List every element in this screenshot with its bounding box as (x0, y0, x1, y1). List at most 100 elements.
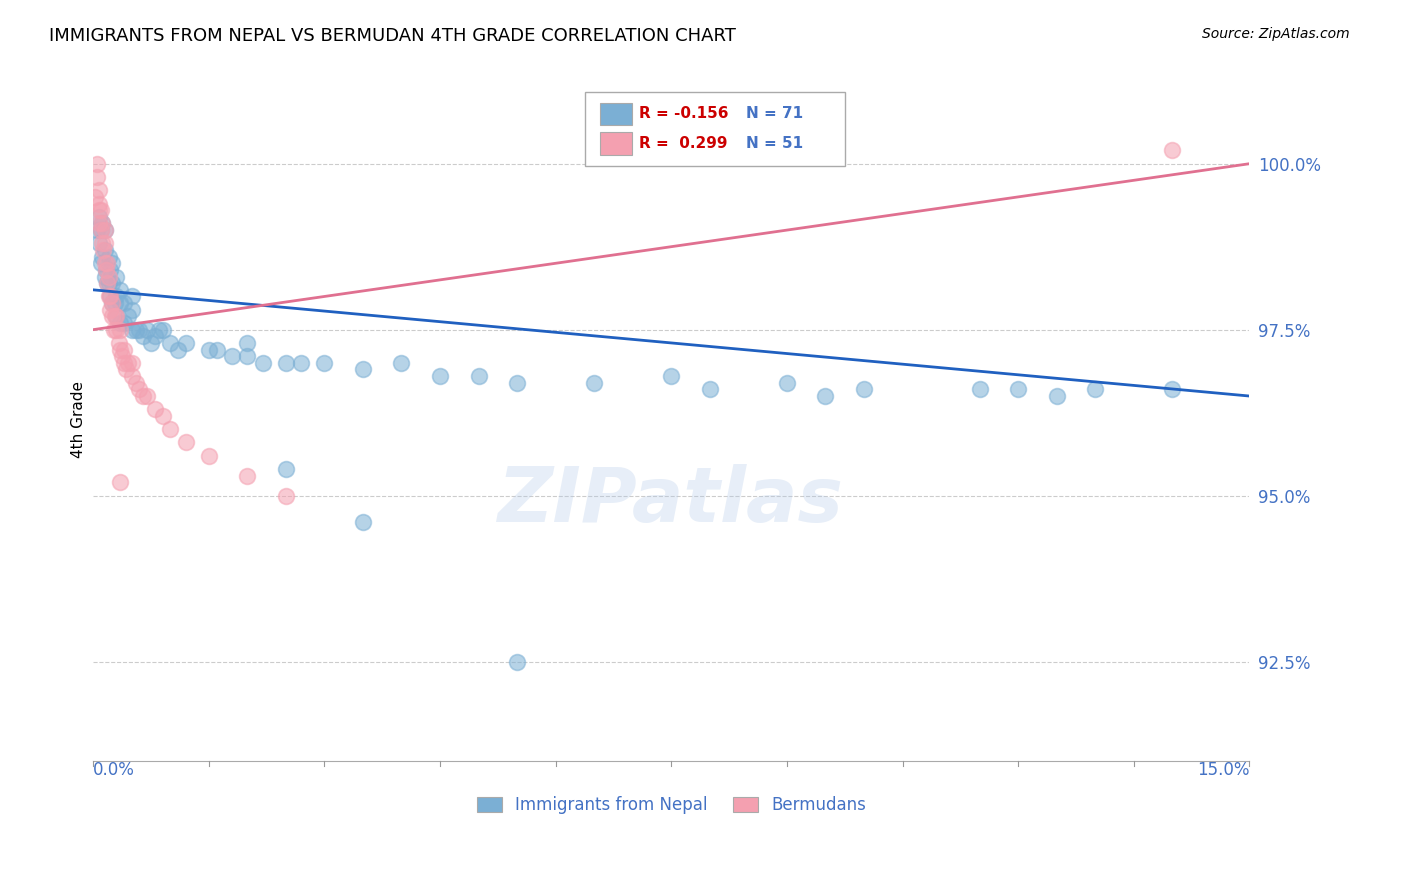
Point (105, 289, 128, 303)
Point (776, 376, 799, 390)
Point (1161, 383, 1184, 397)
Point (236, 468, 259, 483)
Text: 15.0%: 15.0% (1197, 761, 1250, 779)
FancyBboxPatch shape (585, 93, 845, 166)
Point (132, 329, 155, 343)
Point (87, 183, 110, 197)
Point (97, 250, 120, 264)
Point (98, 263, 121, 277)
Point (91, 217, 114, 231)
Point (252, 356, 274, 370)
Point (105, 269, 128, 284)
Point (93, 243, 115, 257)
Point (111, 349, 134, 363)
Point (152, 409, 174, 423)
Point (1161, 144, 1184, 158)
Point (143, 329, 166, 343)
Point (112, 356, 135, 370)
Point (167, 343, 190, 357)
Point (659, 369, 682, 384)
Point (91, 250, 114, 264)
Point (108, 283, 131, 297)
Point (96, 276, 118, 290)
Point (852, 383, 875, 397)
Point (352, 362, 374, 376)
Point (91, 236, 114, 251)
Point (314, 356, 336, 370)
Point (198, 343, 221, 357)
Point (93, 223, 115, 237)
Point (236, 335, 259, 350)
Point (105, 310, 128, 324)
Point (112, 343, 135, 357)
Point (159, 422, 181, 436)
Point (391, 356, 413, 370)
Point (89, 217, 111, 231)
Point (86, 223, 108, 237)
Point (1046, 389, 1069, 403)
Point (236, 349, 259, 363)
Point (117, 356, 139, 370)
Point (101, 256, 124, 270)
Point (86, 157, 108, 171)
Point (174, 435, 197, 450)
Point (205, 343, 228, 357)
Point (97, 276, 120, 290)
Point (290, 356, 312, 370)
FancyBboxPatch shape (599, 103, 631, 125)
Point (814, 389, 837, 403)
Point (124, 323, 146, 337)
Point (104, 310, 127, 324)
Point (89, 236, 111, 251)
Point (91, 217, 114, 231)
Point (136, 389, 159, 403)
Point (96, 263, 118, 277)
Point (112, 316, 135, 330)
Point (101, 276, 124, 290)
Point (221, 349, 243, 363)
Point (274, 489, 297, 503)
Point (132, 389, 155, 403)
Point (108, 296, 131, 310)
Point (124, 376, 146, 390)
Point (84, 190, 107, 204)
Point (1084, 383, 1107, 397)
Y-axis label: 4th Grade: 4th Grade (72, 381, 86, 458)
Point (98, 289, 121, 303)
Point (97, 289, 120, 303)
Point (87, 203, 110, 218)
Text: N = 51: N = 51 (747, 136, 804, 152)
Point (96, 263, 118, 277)
Point (159, 335, 181, 350)
Point (198, 449, 221, 463)
Point (121, 356, 143, 370)
Point (105, 323, 128, 337)
Point (108, 323, 131, 337)
Point (98, 302, 121, 317)
Point (93, 256, 115, 270)
Point (105, 310, 128, 324)
Point (101, 296, 124, 310)
Point (93, 269, 115, 284)
Point (93, 236, 115, 251)
Point (91, 243, 114, 257)
Point (139, 335, 162, 350)
Point (352, 515, 374, 529)
Point (583, 376, 606, 390)
Text: Source: ZipAtlas.com: Source: ZipAtlas.com (1202, 27, 1350, 41)
Point (136, 323, 159, 337)
Point (86, 169, 108, 184)
Point (467, 369, 489, 384)
Point (107, 335, 129, 350)
Point (90, 256, 112, 270)
Point (96, 256, 118, 270)
Point (152, 323, 174, 337)
FancyBboxPatch shape (599, 132, 631, 154)
Text: R =  0.299: R = 0.299 (638, 136, 727, 152)
Point (101, 310, 124, 324)
Point (93, 223, 115, 237)
Point (429, 369, 451, 384)
Point (121, 302, 143, 317)
Point (506, 376, 529, 390)
Point (108, 475, 131, 490)
